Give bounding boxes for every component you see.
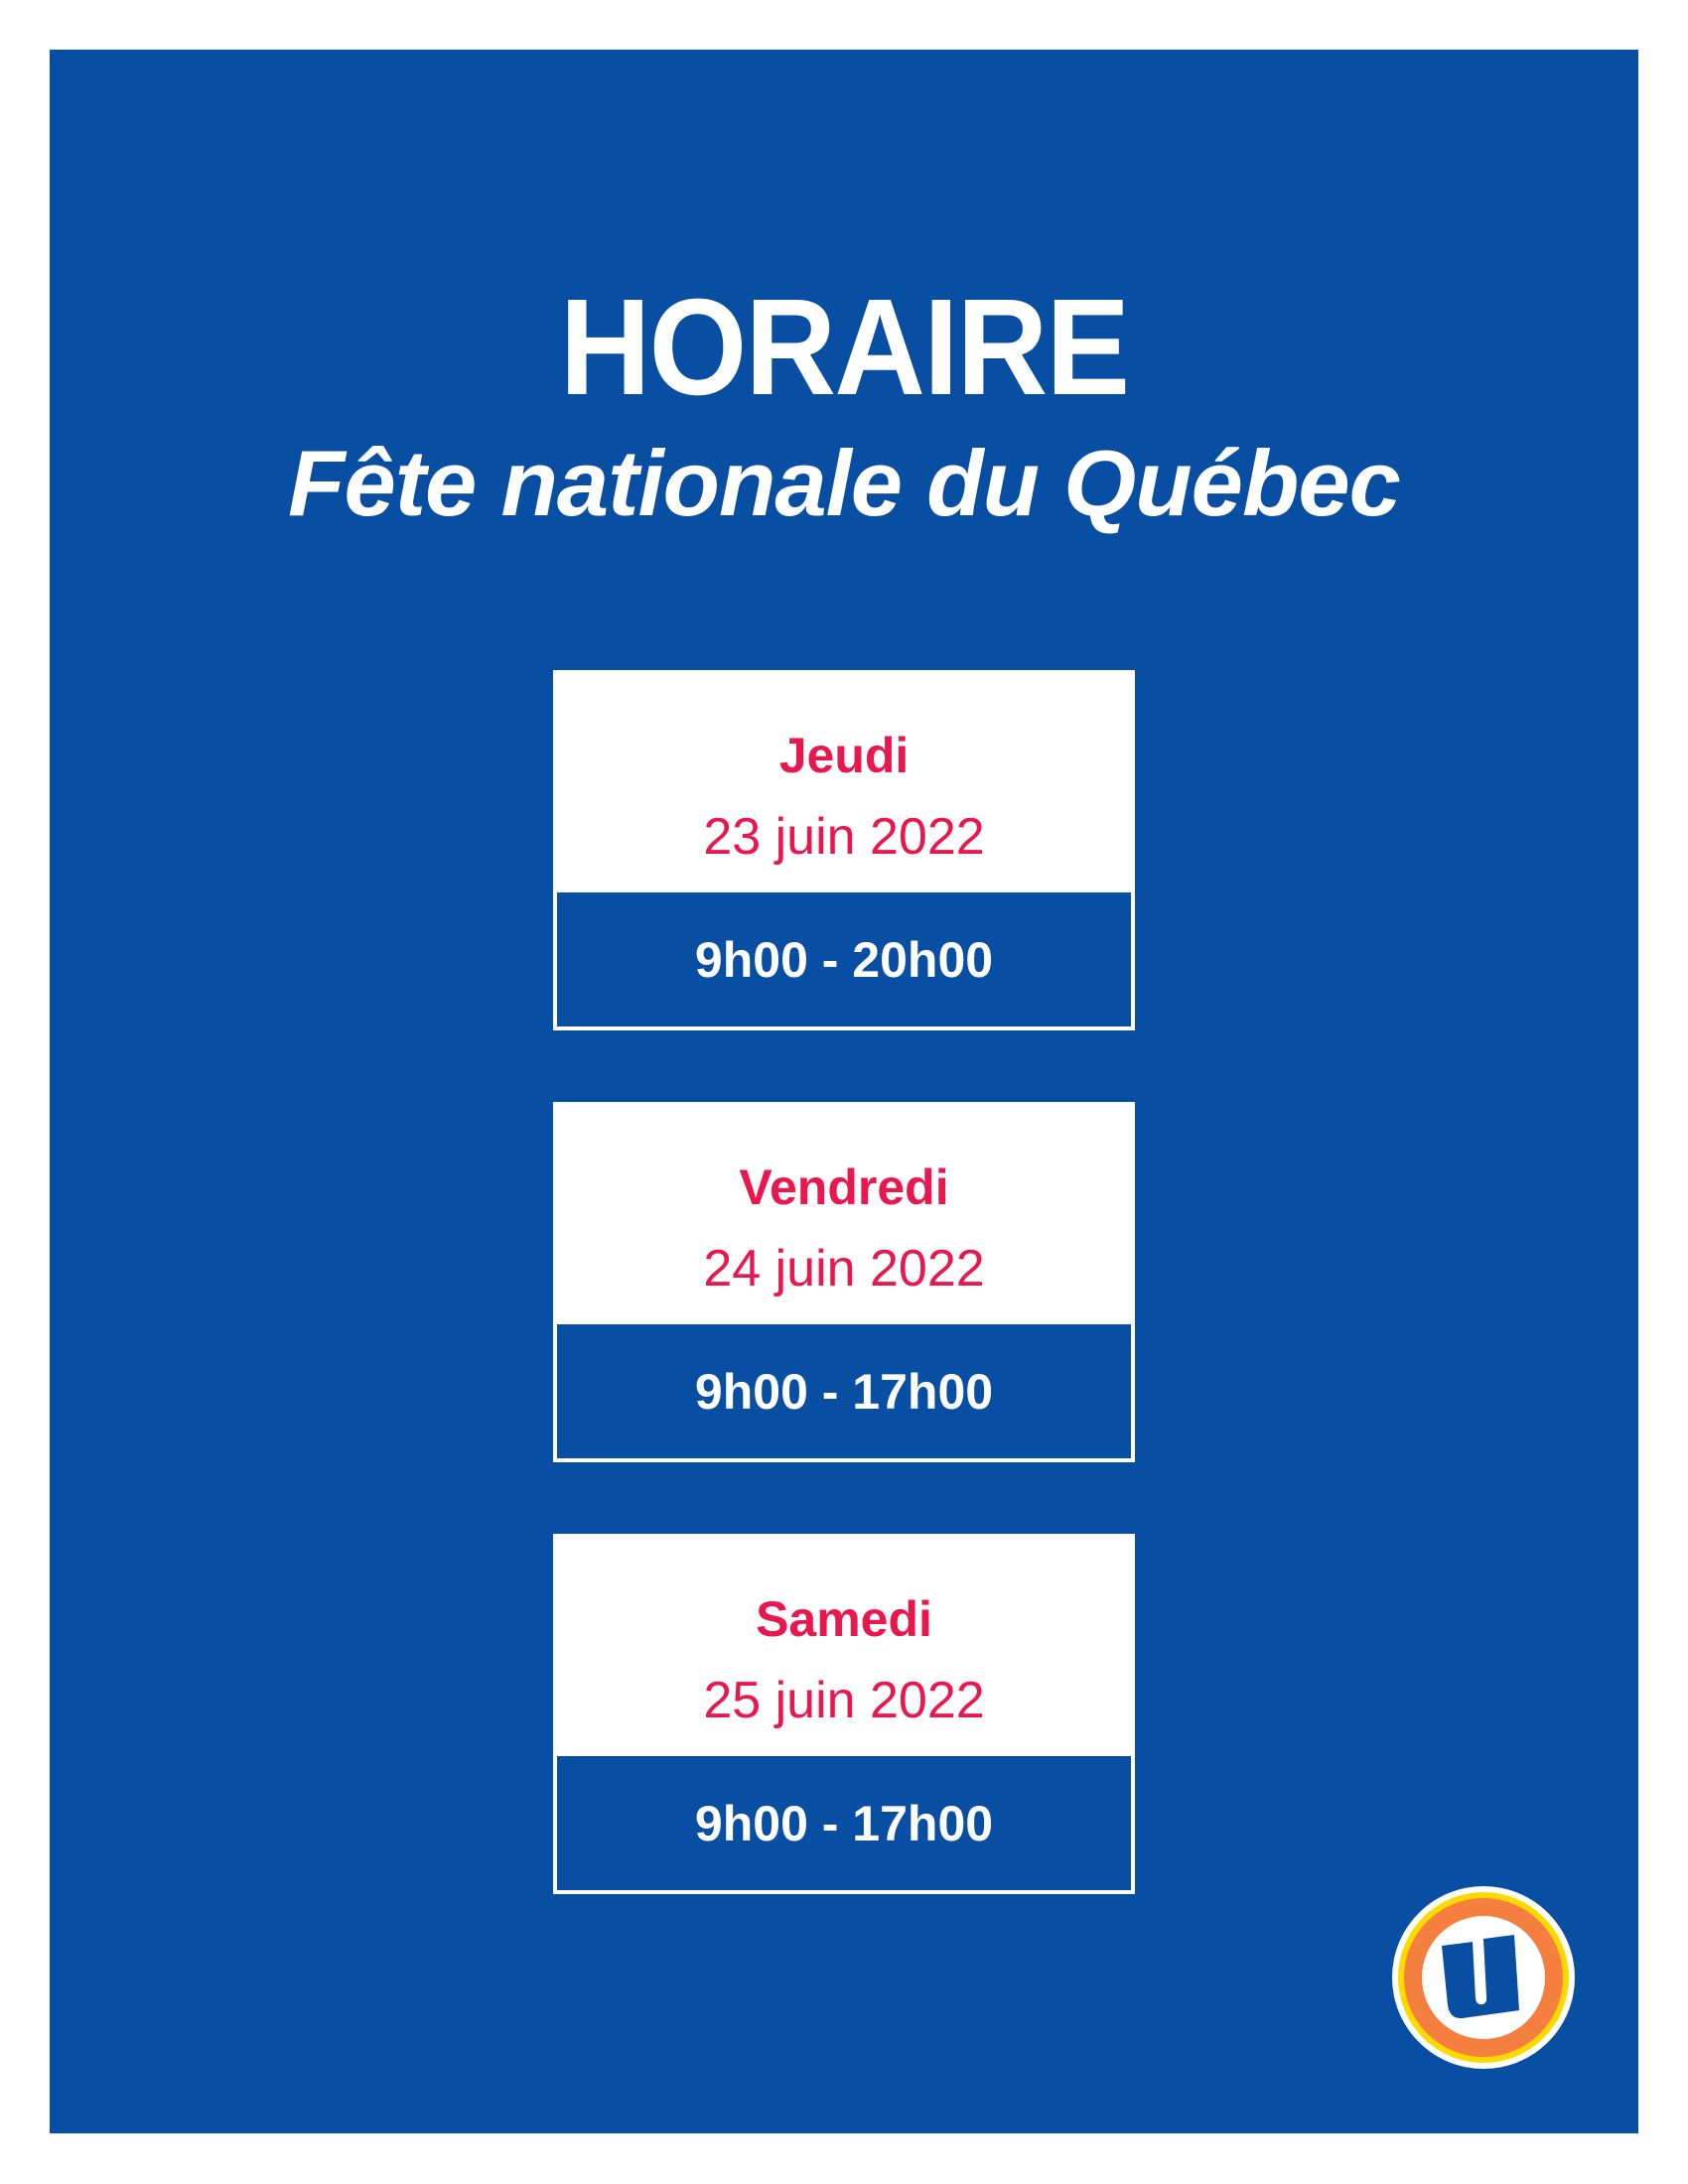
- schedule-date: 23 juin 2022: [703, 808, 985, 866]
- schedule-card: Samedi 25 juin 2022 9h00 - 17h00: [553, 1534, 1135, 1894]
- u-logo-icon: [1392, 1886, 1575, 2069]
- schedule-card: Vendredi 24 juin 2022 9h00 - 17h00: [553, 1102, 1135, 1462]
- schedule-card: Jeudi 23 juin 2022 9h00 - 20h00: [553, 670, 1135, 1030]
- schedule-day: Vendredi: [739, 1160, 949, 1215]
- schedule-hours: 9h00 - 17h00: [557, 1756, 1131, 1890]
- schedule-hours: 9h00 - 17h00: [557, 1324, 1131, 1458]
- schedule-date: 24 juin 2022: [703, 1240, 985, 1297]
- schedule-day: Samedi: [756, 1591, 932, 1647]
- page-subtitle: Fête nationale du Québec: [288, 431, 1401, 535]
- page-title: HORAIRE: [559, 271, 1130, 424]
- schedule-date: 25 juin 2022: [703, 1672, 985, 1729]
- schedule-hours: 9h00 - 20h00: [557, 892, 1131, 1026]
- schedule-day: Jeudi: [778, 728, 910, 783]
